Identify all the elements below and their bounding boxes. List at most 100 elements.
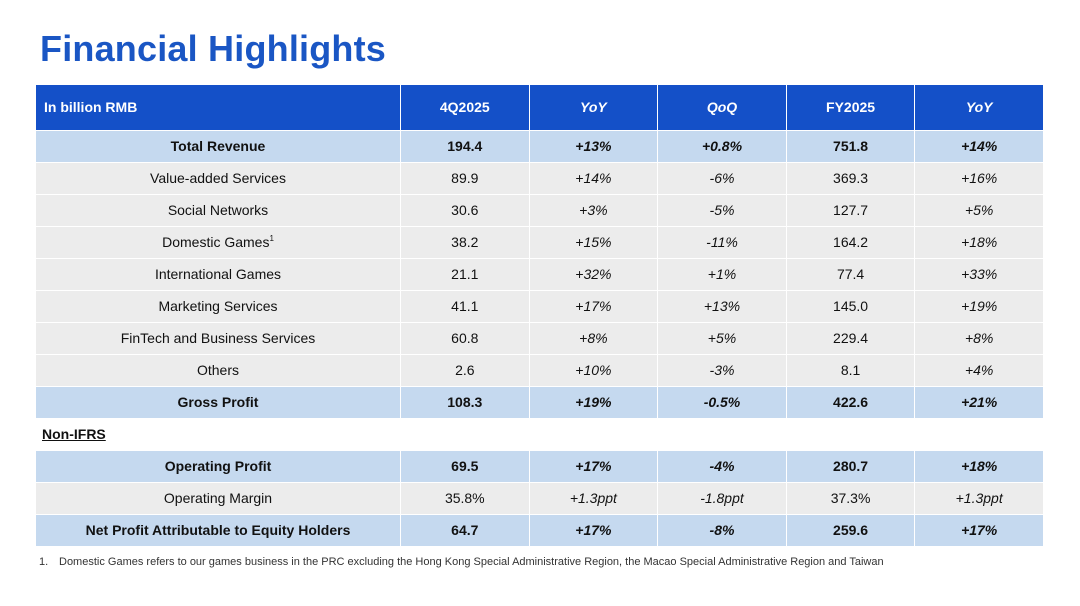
footnote-marker: 1 (269, 234, 274, 243)
table-row: Net Profit Attributable to Equity Holder… (35, 514, 1044, 547)
row-label: FinTech and Business Services (35, 322, 401, 355)
row-label: Net Profit Attributable to Equity Holder… (35, 514, 401, 547)
cell-value: +3% (528, 194, 659, 227)
cell-value: -3% (657, 354, 787, 387)
cell-value: +14% (528, 162, 659, 195)
footnote: 1. Domestic Games refers to our games bus… (39, 556, 884, 568)
cell-value: 145.0 (785, 290, 916, 323)
cell-value: 259.6 (785, 514, 916, 547)
cell-value: +18% (914, 450, 1044, 483)
table-row: Marketing Services 41.1 +17% +13% 145.0 … (35, 290, 1044, 323)
row-label: Operating Margin (35, 482, 401, 515)
row-label: Total Revenue (35, 130, 401, 163)
cell-value: +1% (657, 258, 787, 291)
table-header-row: In billion RMB 4Q2025 YoY QoQ FY2025 YoY (35, 84, 1044, 131)
cell-value: 127.7 (785, 194, 916, 227)
cell-value: 77.4 (785, 258, 916, 291)
cell-value: 60.8 (400, 322, 530, 355)
cell-value: 229.4 (785, 322, 916, 355)
cell-value: 41.1 (400, 290, 530, 323)
header-unit: In billion RMB (35, 84, 401, 131)
section-row: Non-IFRS (35, 418, 1044, 451)
page-title: Financial Highlights (40, 28, 387, 69)
cell-value: +8% (528, 322, 659, 355)
cell-value: +13% (657, 290, 787, 323)
cell-value: 30.6 (400, 194, 530, 227)
table-row: FinTech and Business Services 60.8 +8% +… (35, 322, 1044, 355)
header-4q2025: 4Q2025 (400, 84, 530, 131)
footnote-number: 1. (39, 556, 49, 568)
table-row: International Games 21.1 +32% +1% 77.4 +… (35, 258, 1044, 291)
cell-value: +5% (914, 194, 1044, 227)
cell-value: +1.3ppt (914, 482, 1044, 515)
cell-value: -4% (657, 450, 787, 483)
cell-value: -1.8ppt (657, 482, 787, 515)
cell-value: +33% (914, 258, 1044, 291)
table-row: Gross Profit 108.3 +19% -0.5% 422.6 +21% (35, 386, 1044, 419)
cell-value: +18% (914, 226, 1044, 259)
section-label-non-ifrs: Non-IFRS (35, 418, 1044, 451)
row-label: Others (35, 354, 401, 387)
cell-value: -0.5% (657, 386, 787, 419)
table-row: Others 2.6 +10% -3% 8.1 +4% (35, 354, 1044, 387)
cell-value: +14% (914, 130, 1044, 163)
cell-value: 164.2 (785, 226, 916, 259)
row-label: Domestic Games1 (35, 226, 401, 259)
cell-value: +1.3ppt (528, 482, 659, 515)
header-fy2025: FY2025 (785, 84, 916, 131)
cell-value: -8% (657, 514, 787, 547)
cell-value: +19% (914, 290, 1044, 323)
cell-value: 2.6 (400, 354, 530, 387)
header-yoy-quarter: YoY (528, 84, 659, 131)
cell-value: +17% (528, 290, 659, 323)
cell-value: +15% (528, 226, 659, 259)
header-yoy-year: YoY (914, 84, 1044, 131)
row-label: Gross Profit (35, 386, 401, 419)
row-label: International Games (35, 258, 401, 291)
cell-value: 38.2 (400, 226, 530, 259)
cell-value: 8.1 (785, 354, 916, 387)
cell-value: +10% (528, 354, 659, 387)
cell-value: -11% (657, 226, 787, 259)
financial-highlights-table: In billion RMB 4Q2025 YoY QoQ FY2025 YoY… (35, 84, 1044, 547)
row-label-text: Domestic Games (162, 234, 270, 250)
cell-value: 35.8% (400, 482, 530, 515)
table-row: Operating Profit 69.5 +17% -4% 280.7 +18… (35, 450, 1044, 483)
cell-value: +19% (528, 386, 659, 419)
footnote-text: Domestic Games refers to our games busin… (59, 556, 884, 568)
row-label: Operating Profit (35, 450, 401, 483)
table-row: Social Networks 30.6 +3% -5% 127.7 +5% (35, 194, 1044, 227)
cell-value: +4% (914, 354, 1044, 387)
cell-value: +0.8% (657, 130, 787, 163)
cell-value: 89.9 (400, 162, 530, 195)
cell-value: 422.6 (785, 386, 916, 419)
cell-value: +8% (914, 322, 1044, 355)
cell-value: 751.8 (785, 130, 916, 163)
cell-value: 280.7 (785, 450, 916, 483)
cell-value: 194.4 (400, 130, 530, 163)
cell-value: +17% (914, 514, 1044, 547)
cell-value: +17% (528, 450, 659, 483)
cell-value: 108.3 (400, 386, 530, 419)
table-row: Value-added Services 89.9 +14% -6% 369.3… (35, 162, 1044, 195)
row-label: Social Networks (35, 194, 401, 227)
cell-value: +32% (528, 258, 659, 291)
cell-value: +17% (528, 514, 659, 547)
cell-value: +13% (528, 130, 659, 163)
cell-value: -5% (657, 194, 787, 227)
cell-value: 21.1 (400, 258, 530, 291)
table-row: Total Revenue 194.4 +13% +0.8% 751.8 +14… (35, 130, 1044, 163)
cell-value: +16% (914, 162, 1044, 195)
table-row: Domestic Games1 38.2 +15% -11% 164.2 +18… (35, 226, 1044, 259)
row-label: Marketing Services (35, 290, 401, 323)
cell-value: 64.7 (400, 514, 530, 547)
header-qoq: QoQ (657, 84, 787, 131)
table-row: Operating Margin 35.8% +1.3ppt -1.8ppt 3… (35, 482, 1044, 515)
cell-value: 369.3 (785, 162, 916, 195)
cell-value: +5% (657, 322, 787, 355)
cell-value: -6% (657, 162, 787, 195)
cell-value: 69.5 (400, 450, 530, 483)
row-label: Value-added Services (35, 162, 401, 195)
cell-value: +21% (914, 386, 1044, 419)
cell-value: 37.3% (785, 482, 916, 515)
